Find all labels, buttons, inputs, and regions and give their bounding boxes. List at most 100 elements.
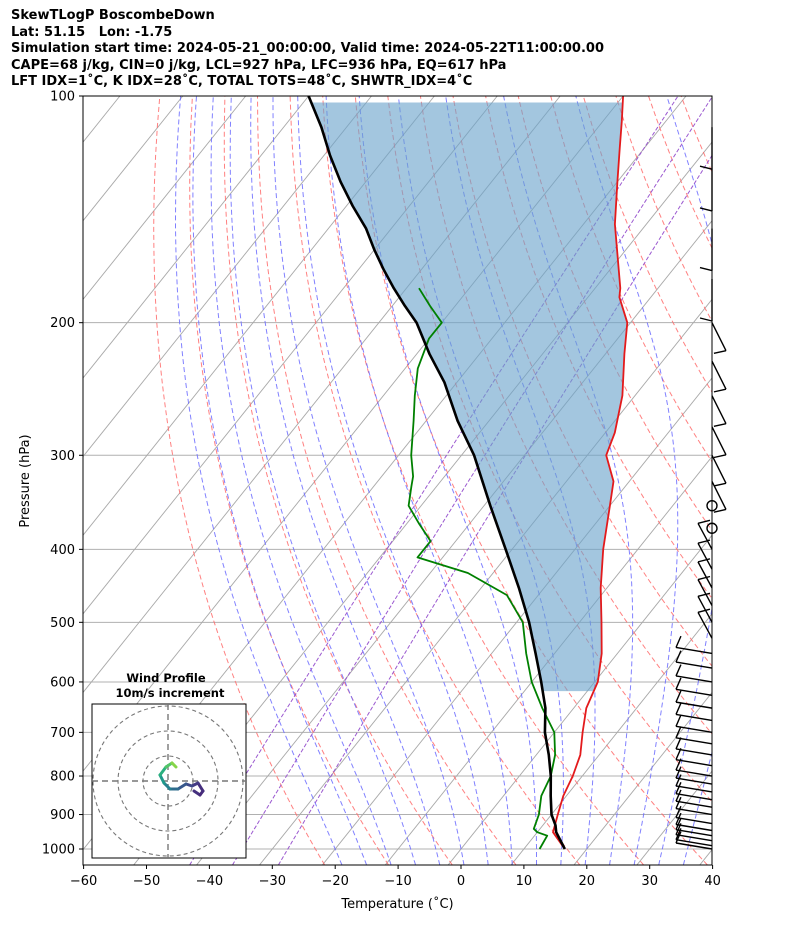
inset-rings [92,704,246,858]
wind-barb [699,228,713,272]
barb-flag [713,388,727,393]
barb-staff [675,737,713,745]
barb-staff [675,816,713,825]
barb-staff [675,701,713,709]
y-tick-label: 700 [50,726,75,741]
header-title: SkewTLogP BoscombeDown [11,8,215,23]
dry-adiabat [714,96,794,865]
barb-staff [697,561,713,589]
barb-flag [675,818,682,830]
wind-barb [699,279,713,322]
barb-staff [711,360,727,390]
barb-staff [675,661,713,669]
wind-barb [675,796,713,816]
barb-staff [675,769,713,777]
barb-flag [675,796,682,809]
isotherm [384,455,712,865]
hodograph-segment [176,782,188,791]
barb-flag [697,608,711,613]
wind-barb [675,664,713,683]
barb-staff [711,322,727,351]
barb-staff [711,395,727,424]
wind-barbs [675,127,727,850]
barb-flag [675,812,682,825]
isotherm [636,770,712,865]
moist-adiabat [272,96,465,865]
moist-adiabat [358,96,537,865]
header-time: Simulation start time: 2024-05-21_00:00:… [11,41,604,57]
wind-barb [711,454,727,487]
barb-flag [713,422,727,428]
header-indices-1: CAPE=68 j/kg, CIN=0 j/kg, LCL=927 hPa, L… [11,57,507,73]
y-tick-label: 800 [50,770,75,785]
wind-barb [711,322,727,355]
y-tick-label: 1000 [42,843,75,858]
wind-barb [711,360,727,393]
x-tick-label: 10 [516,874,533,889]
barb-flag [699,266,713,272]
y-tick-label: 900 [50,808,75,823]
barb-staff [697,542,713,570]
wind-barb [675,702,713,722]
header-indices-2: LFT IDX=1˚C, K IDX=28˚C, TOTAL TOTS=48˚C… [11,74,473,90]
barb-staff [675,828,713,837]
barb-staff [675,646,713,655]
hodograph-segment [196,781,205,793]
moist-adiabat [229,96,416,865]
isotherm [83,96,247,301]
wind-barb [675,650,713,669]
isotherm [699,849,712,865]
barb-flag [675,805,682,818]
axes: −60 −50 −40 −30 −20 −10 0 10 20 30 40 1000 900 800 700… [42,90,721,890]
barb-staff [675,758,713,767]
barb-staff [711,454,727,484]
dry-adiabat [322,96,644,865]
barb-flag [675,690,682,703]
isotherm [447,534,712,865]
barb-flag [675,726,682,739]
wind-barb [675,737,713,756]
barb-staff [675,675,713,683]
isotherm [322,377,712,865]
barb-staff [675,823,713,832]
wind-barb [711,395,727,428]
wind-barb [711,426,727,459]
barb-flag [699,165,713,170]
x-tick-label: −30 [259,874,286,889]
barb-flag [713,508,727,513]
moist-adiabat [250,96,441,865]
hodograph-trace [158,761,205,797]
x-tick-label: 20 [579,874,596,889]
barb-flag [675,677,682,690]
x-tick-label: 30 [641,874,658,889]
inset-subtitle: 10m/s increment [116,686,225,700]
hodograph-inset: Wind Profile 10m/s increment [91,671,247,859]
isotherm [83,96,372,458]
barb-staff [675,792,713,801]
barb-flag [699,207,713,212]
barb-flag [675,831,682,844]
barb-staff [697,523,713,550]
barb-staff [675,807,713,816]
moist-adiabat [210,96,392,865]
wind-barb [675,818,713,837]
profile-lines [307,96,629,850]
barb-staff [675,748,713,756]
parcel-path-line [307,96,566,850]
barb-flag [675,635,682,648]
x-tick-label: 0 [457,874,465,889]
wind-barb [675,635,713,655]
x-tick-label: −50 [133,874,160,889]
dry-adiabat [550,96,712,463]
wind-barb [675,677,713,696]
barb-flag [713,349,727,355]
barb-flag [699,317,713,322]
wind-barb [697,608,713,639]
wind-barb [697,575,713,606]
y-tick-label: 500 [50,616,75,631]
chart-header: SkewTLogP BoscombeDown Lat: 51.15 Lon: -1… [11,8,604,91]
dry-adiabat [289,96,581,865]
x-tick-label: −20 [321,874,348,889]
wind-barb [675,812,713,832]
